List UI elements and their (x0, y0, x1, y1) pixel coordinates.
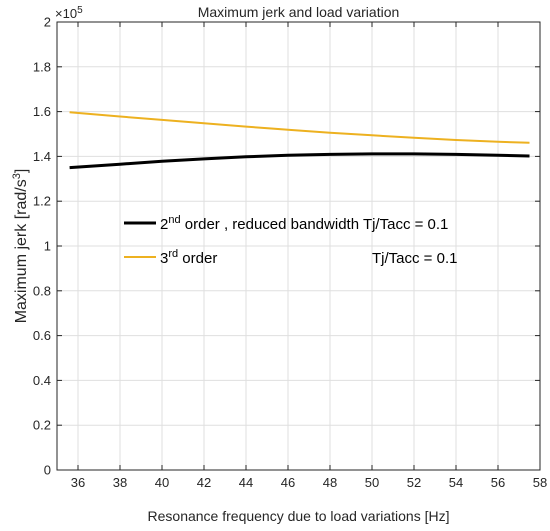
legend-label-series-1: 2nd order , reduced bandwidth Tj/Tacc = … (160, 214, 448, 233)
ticks: 36 38 40 42 44 46 48 50 52 54 56 58 0 0.2 0.4 0.6 0.8 1 1.… (33, 15, 547, 491)
x-axis-label: Resonance frequency due to load variatio… (148, 508, 450, 524)
y-tick-label: 0.6 (33, 328, 51, 343)
x-tick-label: 52 (407, 475, 421, 490)
x-tick-label: 38 (113, 475, 127, 490)
chart-title: Maximum jerk and load variation (198, 4, 400, 20)
legend-label-series-2: 3rd order (160, 248, 217, 267)
y-tick-label: 0.8 (33, 283, 51, 298)
y-tick-label: 1.8 (33, 59, 51, 74)
x-tick-label: 42 (197, 475, 211, 490)
y-tick-label: 1.6 (33, 104, 51, 119)
x-tick-label: 48 (323, 475, 337, 490)
x-tick-label: 36 (71, 475, 85, 490)
x-tick-label: 50 (365, 475, 379, 490)
y-tick-label: 0 (44, 463, 51, 478)
x-tick-label: 56 (491, 475, 505, 490)
series-line-2 (69, 111, 530, 144)
legend-label-series-2-ratio: Tj/Tacc = 0.1 (372, 250, 457, 267)
y-axis-label: Maximum jerk [rad/s3] (11, 169, 30, 324)
grid (57, 21, 541, 471)
y-tick-label: 0.2 (33, 418, 51, 433)
y-tick-label: 1.4 (33, 149, 51, 164)
y-exponent-label: ×105 (55, 5, 83, 21)
y-tick-label: 0.4 (33, 373, 51, 388)
y-tick-label: 1 (44, 239, 51, 254)
legend: 2nd order , reduced bandwidth Tj/Tacc = … (124, 214, 457, 267)
y-tick-label: 2 (44, 15, 51, 30)
series-layer (69, 111, 530, 170)
x-tick-label: 44 (239, 475, 253, 490)
x-tick-label: 46 (281, 475, 295, 490)
x-tick-label: 54 (449, 475, 463, 490)
x-tick-label: 40 (155, 475, 169, 490)
x-tick-label: 58 (533, 475, 547, 490)
series-line-1 (69, 152, 530, 170)
y-tick-label: 1.2 (33, 194, 51, 209)
